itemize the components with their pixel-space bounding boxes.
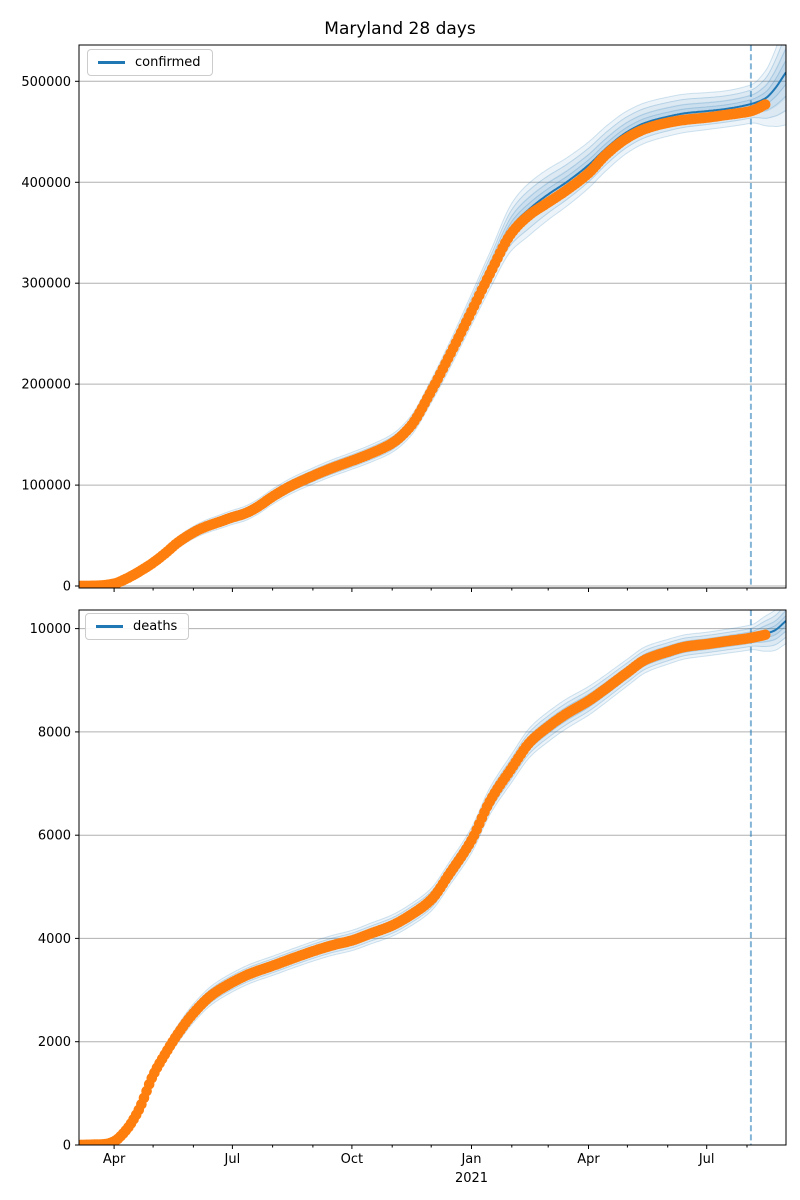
legend-confirmed: confirmed (87, 49, 213, 76)
y-tick-label: 200000 (21, 378, 71, 393)
y-tick-label: 6000 (38, 829, 71, 844)
observed-points (79, 629, 771, 1145)
legend-line-swatch-confirmed (98, 61, 125, 64)
legend-label-deaths: deaths (133, 619, 178, 634)
y-axis: 0 2000 4000 6000 8000 10000 (30, 622, 79, 1154)
y-tick-label: 500000 (21, 75, 71, 90)
y-tick-label: 300000 (21, 277, 71, 292)
fit-line (79, 71, 786, 587)
confirmed-chart: 0 100000 200000 300000 400000 500000 (21, 44, 787, 595)
x-axis-year-label: 2021 (455, 1171, 488, 1186)
y-tick-label: 10000 (30, 622, 71, 637)
plot-border (78, 609, 787, 1146)
legend-line-swatch-deaths (96, 625, 123, 628)
y-tick-label: 2000 (38, 1035, 71, 1050)
sample-trajectories (79, 610, 786, 1145)
observed-points (79, 99, 771, 588)
y-tick-label: 4000 (38, 932, 71, 947)
confidence-bands (79, 610, 786, 1145)
x-axis: Apr Jul Oct Jan Apr Jul 2021 (103, 1145, 748, 1186)
y-tick-label: 100000 (21, 479, 71, 494)
y-tick-label: 400000 (21, 176, 71, 191)
legend-deaths: deaths (85, 613, 190, 640)
plot-border (78, 44, 787, 589)
y-tick-label: 0 (63, 1139, 71, 1154)
deaths-chart: 0 2000 4000 6000 8000 10000 Apr Jul Oct Jan Apr Jul… (30, 609, 787, 1186)
legend-label-confirmed: confirmed (135, 55, 201, 70)
x-tick-label: Oct (341, 1152, 363, 1167)
fit-line (79, 620, 786, 1145)
grid-lines (79, 80, 786, 587)
x-tick-label: Jul (224, 1152, 241, 1167)
x-tick-label: Apr (577, 1152, 600, 1167)
x-axis (113, 588, 748, 592)
y-axis: 0 100000 200000 300000 400000 500000 (21, 75, 79, 595)
y-tick-label: 8000 (38, 725, 71, 740)
chart-title: Maryland 28 days (324, 19, 476, 39)
x-tick-label: Apr (103, 1152, 126, 1167)
y-tick-label: 0 (63, 580, 71, 595)
sample-trajectories (79, 45, 786, 588)
x-tick-label: Jul (698, 1152, 715, 1167)
x-tick-label: Jan (460, 1152, 481, 1167)
